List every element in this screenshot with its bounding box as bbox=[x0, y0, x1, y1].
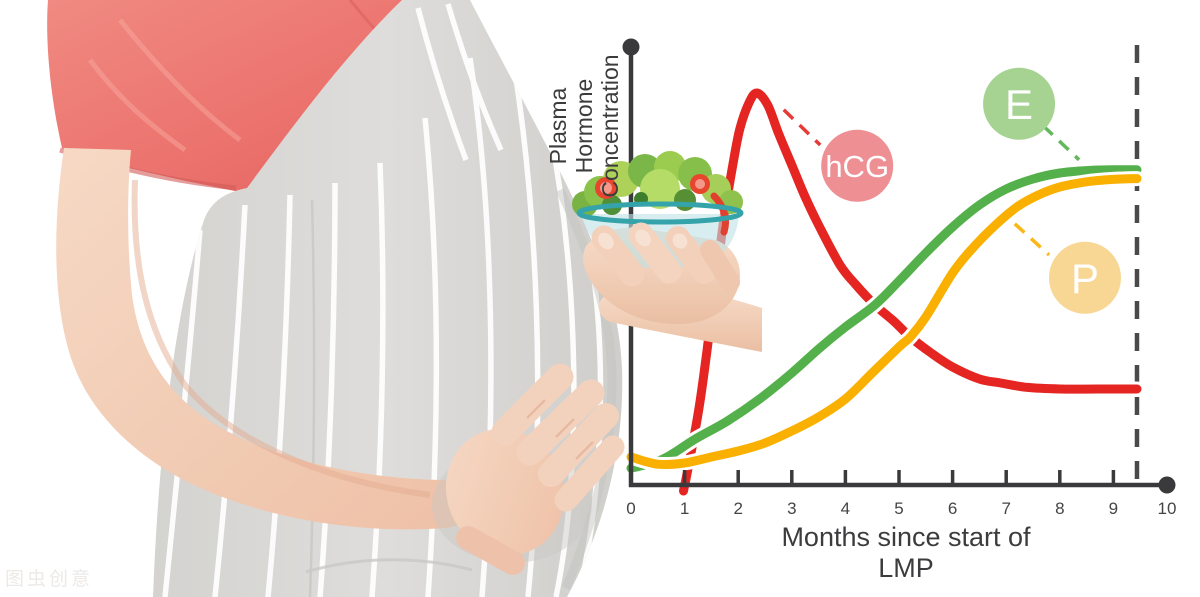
y-axis-end-dot bbox=[622, 38, 640, 56]
fingernails bbox=[598, 229, 688, 250]
left-arm bbox=[56, 148, 477, 530]
p-callout-line bbox=[1013, 222, 1051, 257]
x-tick-label: 6 bbox=[948, 499, 957, 518]
p-curve bbox=[626, 174, 1142, 470]
x-tick-label: 2 bbox=[733, 499, 742, 518]
x-tick-label: 0 bbox=[626, 499, 635, 518]
arm-shade bbox=[131, 179, 431, 498]
x-tick-label: 3 bbox=[787, 499, 796, 518]
apron-center-seam bbox=[308, 199, 316, 597]
watermark: 图虫创意 bbox=[5, 569, 94, 590]
e-legend-circle bbox=[983, 67, 1056, 140]
shirt-fold bbox=[88, 18, 242, 153]
x-tick-label: 10 bbox=[1158, 499, 1177, 518]
y-axis-title: Plasma Hormone Concentration bbox=[545, 46, 623, 206]
p-legend-label: P bbox=[1071, 255, 1099, 302]
x-axis-title: Months since start of LMP bbox=[781, 522, 1031, 583]
e-curve bbox=[626, 165, 1142, 473]
e-callout-line bbox=[1041, 124, 1081, 162]
hcg-legend-circle bbox=[821, 129, 894, 202]
x-tick-label: 9 bbox=[1109, 499, 1118, 518]
salad-tomatoes bbox=[595, 174, 730, 236]
right-hand-fingers bbox=[591, 222, 740, 292]
x-tick-label: 4 bbox=[841, 499, 850, 518]
y-axis-title-line3: Concentration bbox=[597, 54, 623, 198]
p-legend-circle bbox=[1048, 241, 1121, 314]
x-tick-label: 8 bbox=[1055, 499, 1064, 518]
x-tick-label: 5 bbox=[894, 499, 903, 518]
x-tick-label: 1 bbox=[680, 499, 689, 518]
e-legend-label: E bbox=[1005, 81, 1033, 128]
apron-stripes bbox=[162, 3, 604, 597]
finger-creases bbox=[526, 399, 594, 460]
apron-pocket-seam bbox=[305, 558, 473, 574]
x-axis-end-dot bbox=[1158, 476, 1176, 494]
salad-bowl-rim bbox=[576, 201, 744, 225]
y-axis-title-line1: Plasma bbox=[545, 87, 571, 165]
hcg-callout-line bbox=[782, 108, 822, 147]
y-axis-title-line2: Hormone bbox=[571, 78, 597, 174]
hcg-legend-label: hCG bbox=[825, 149, 889, 184]
x-tick-label: 7 bbox=[1001, 499, 1010, 518]
left-hand-fingers bbox=[456, 363, 625, 575]
